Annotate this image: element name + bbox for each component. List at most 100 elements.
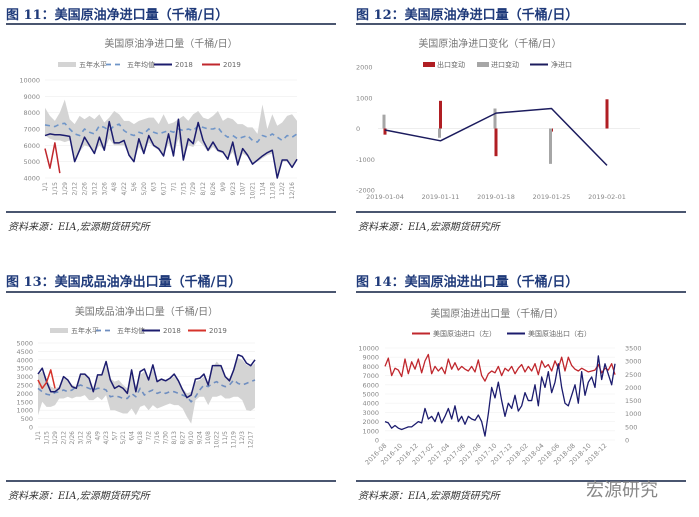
legend-swatch — [477, 62, 489, 67]
x-tick-label: 9/23 — [230, 182, 237, 196]
legend-label: 美国原油出口（右） — [528, 329, 591, 338]
y-tick-label: 500 — [21, 415, 33, 423]
x-tick-label: 4/8 — [111, 182, 118, 192]
figure-11: 图 11：美国原油净进口量（千桶/日） 美国原油净进口量（千桶/日） 4000 50… — [0, 0, 349, 240]
series-line-right — [384, 355, 616, 437]
x-tick-label: 12/2 — [279, 182, 286, 196]
y-tick-label: 9000 — [23, 93, 40, 101]
y-tick-label: -1000 — [356, 156, 375, 164]
x-tick-label: 2019-01-25 — [533, 193, 571, 201]
figure-13: 图 13：美国成品油净出口量（千桶/日） 美国成品油净出口量（千桶/日） 0 500… — [0, 265, 349, 517]
x-tick-label: 7/2 — [146, 431, 153, 441]
five-year-range-band — [45, 99, 297, 178]
bar-出口变动 — [605, 99, 609, 129]
x-tick-label: 2019-01-11 — [422, 193, 460, 201]
bar-出口变动 — [494, 128, 498, 157]
y-tick-label: 2000 — [16, 390, 33, 398]
y2-tick-label: 1500 — [625, 397, 642, 405]
divider — [6, 291, 336, 293]
chart-title: 美国成品油净出口量（千桶/日） — [75, 305, 218, 318]
legend-swatch — [58, 62, 76, 67]
y-tick-label: 8000 — [23, 109, 40, 117]
y-tick-label: 6000 — [362, 381, 379, 389]
divider — [6, 211, 336, 213]
x-tick-label: 3/26 — [101, 182, 108, 196]
y2-tick-label: 1000 — [625, 410, 642, 418]
chart-12: 美国原油净进口变化（千桶/日） -2000 -1000 0 1000 2000 2019-0… — [356, 37, 640, 201]
watermark-logo: 宏源研究 — [586, 480, 658, 501]
x-tick-label: 9/24 — [197, 431, 204, 445]
bar-进口变动 — [549, 128, 552, 164]
figure-12: 图 12：美国原油净进口量（千桶/日） 美国原油净进口变化（千桶/日） -2000… — [350, 0, 699, 240]
x-tick-label: 5/21 — [120, 431, 127, 445]
legend-label: 净进口 — [551, 60, 572, 69]
series-line-五年均值 — [37, 379, 256, 403]
x-tick-label: 9/9 — [220, 182, 227, 192]
x-tick-label: 7/29 — [190, 182, 197, 196]
chart-title: 美国原油净进口变化（千桶/日） — [418, 37, 561, 50]
series-line-2019 — [44, 142, 61, 174]
series-line-五年均值 — [44, 122, 298, 143]
series-line-净进口 — [384, 107, 608, 166]
legend-label: 美国原油进口（左） — [433, 329, 496, 338]
chart-13: 美国成品油净出口量（千桶/日）0500100015002000250030003… — [16, 305, 256, 448]
y-tick-label: 5000 — [362, 391, 379, 399]
legend-label: 五年水平 — [79, 60, 107, 69]
divider — [6, 480, 336, 482]
x-tick-label: 3/26 — [86, 431, 93, 445]
x-tick-label: 5/6 — [131, 182, 138, 192]
y2-tick-label: 3500 — [625, 345, 642, 353]
x-tick-label: 6/17 — [161, 182, 168, 196]
y-tick-label: 3500 — [16, 365, 33, 373]
five-year-range-band — [38, 358, 255, 424]
series-line-left — [384, 353, 616, 382]
x-tick-label: 10/8 — [205, 431, 212, 445]
x-tick-label: 7/16 — [154, 431, 161, 445]
x-tick-label: 2019-02-01 — [588, 193, 626, 201]
source-note: 资料来源：EIA,宏源期货研究所 — [8, 222, 150, 233]
chart-11: 美国原油净进口量（千桶/日） 4000 5000 6000 7000 8000 9000 10… — [19, 37, 298, 199]
x-tick-label: 8/12 — [200, 182, 207, 196]
x-tick-label: 9/10 — [188, 431, 195, 445]
x-tick-label: 2/12 — [61, 431, 68, 445]
figure-heading: 图 14：美国原油进出口量（千桶/日） — [356, 275, 579, 290]
y-tick-label: 1000 — [356, 94, 373, 102]
y-tick-label: 2000 — [362, 418, 379, 426]
series-line-2019 — [37, 369, 56, 390]
source-note: 资料来源：EIA,宏源期货研究所 — [358, 491, 500, 502]
y2-tick-label: 0 — [625, 437, 629, 445]
y-tick-label: 2000 — [356, 64, 373, 72]
divider — [356, 291, 686, 293]
y-tick-label: 7000 — [362, 372, 379, 380]
y-tick-label: 4000 — [16, 356, 33, 364]
legend-label: 五年均值 — [127, 60, 155, 69]
y-tick-label: 6000 — [23, 142, 40, 150]
x-tick-label: 1/15 — [44, 431, 51, 445]
legend-label: 2018 — [175, 61, 193, 69]
y-tick-label: 1000 — [16, 407, 33, 415]
legend-label: 进口变动 — [491, 60, 519, 69]
figure-heading: 图 12：美国原油净进口量（千桶/日） — [356, 8, 579, 23]
bar-出口变动 — [383, 128, 387, 135]
x-tick-label: 7/15 — [180, 182, 187, 196]
y-tick-label: 3000 — [362, 409, 379, 417]
x-tick-label: 6/18 — [137, 431, 144, 445]
y-tick-label: 5000 — [16, 340, 33, 348]
y-tick-label: 3000 — [16, 373, 33, 381]
y-tick-label: 7000 — [23, 126, 40, 134]
y-tick-label: 1000 — [362, 427, 379, 435]
x-tick-label: 2019-01-04 — [366, 193, 404, 201]
y-tick-label: 0 — [356, 125, 360, 133]
x-tick-label: 7/1 — [170, 182, 177, 192]
chart-title: 美国原油进出口量（千桶/日） — [430, 307, 563, 320]
chart-14: 美国原油进出口量（千桶/日）01000200030004000500060007… — [358, 307, 642, 467]
y-tick-label: 4000 — [23, 175, 40, 183]
series-line-2018 — [44, 118, 298, 179]
x-tick-label: 1/1 — [42, 182, 49, 192]
y2-tick-label: 3000 — [625, 358, 642, 366]
y-tick-label: 9000 — [362, 354, 379, 362]
x-tick-label: 12/3 — [239, 431, 246, 445]
x-tick-label: 7/30 — [163, 431, 170, 445]
divider — [356, 480, 686, 482]
